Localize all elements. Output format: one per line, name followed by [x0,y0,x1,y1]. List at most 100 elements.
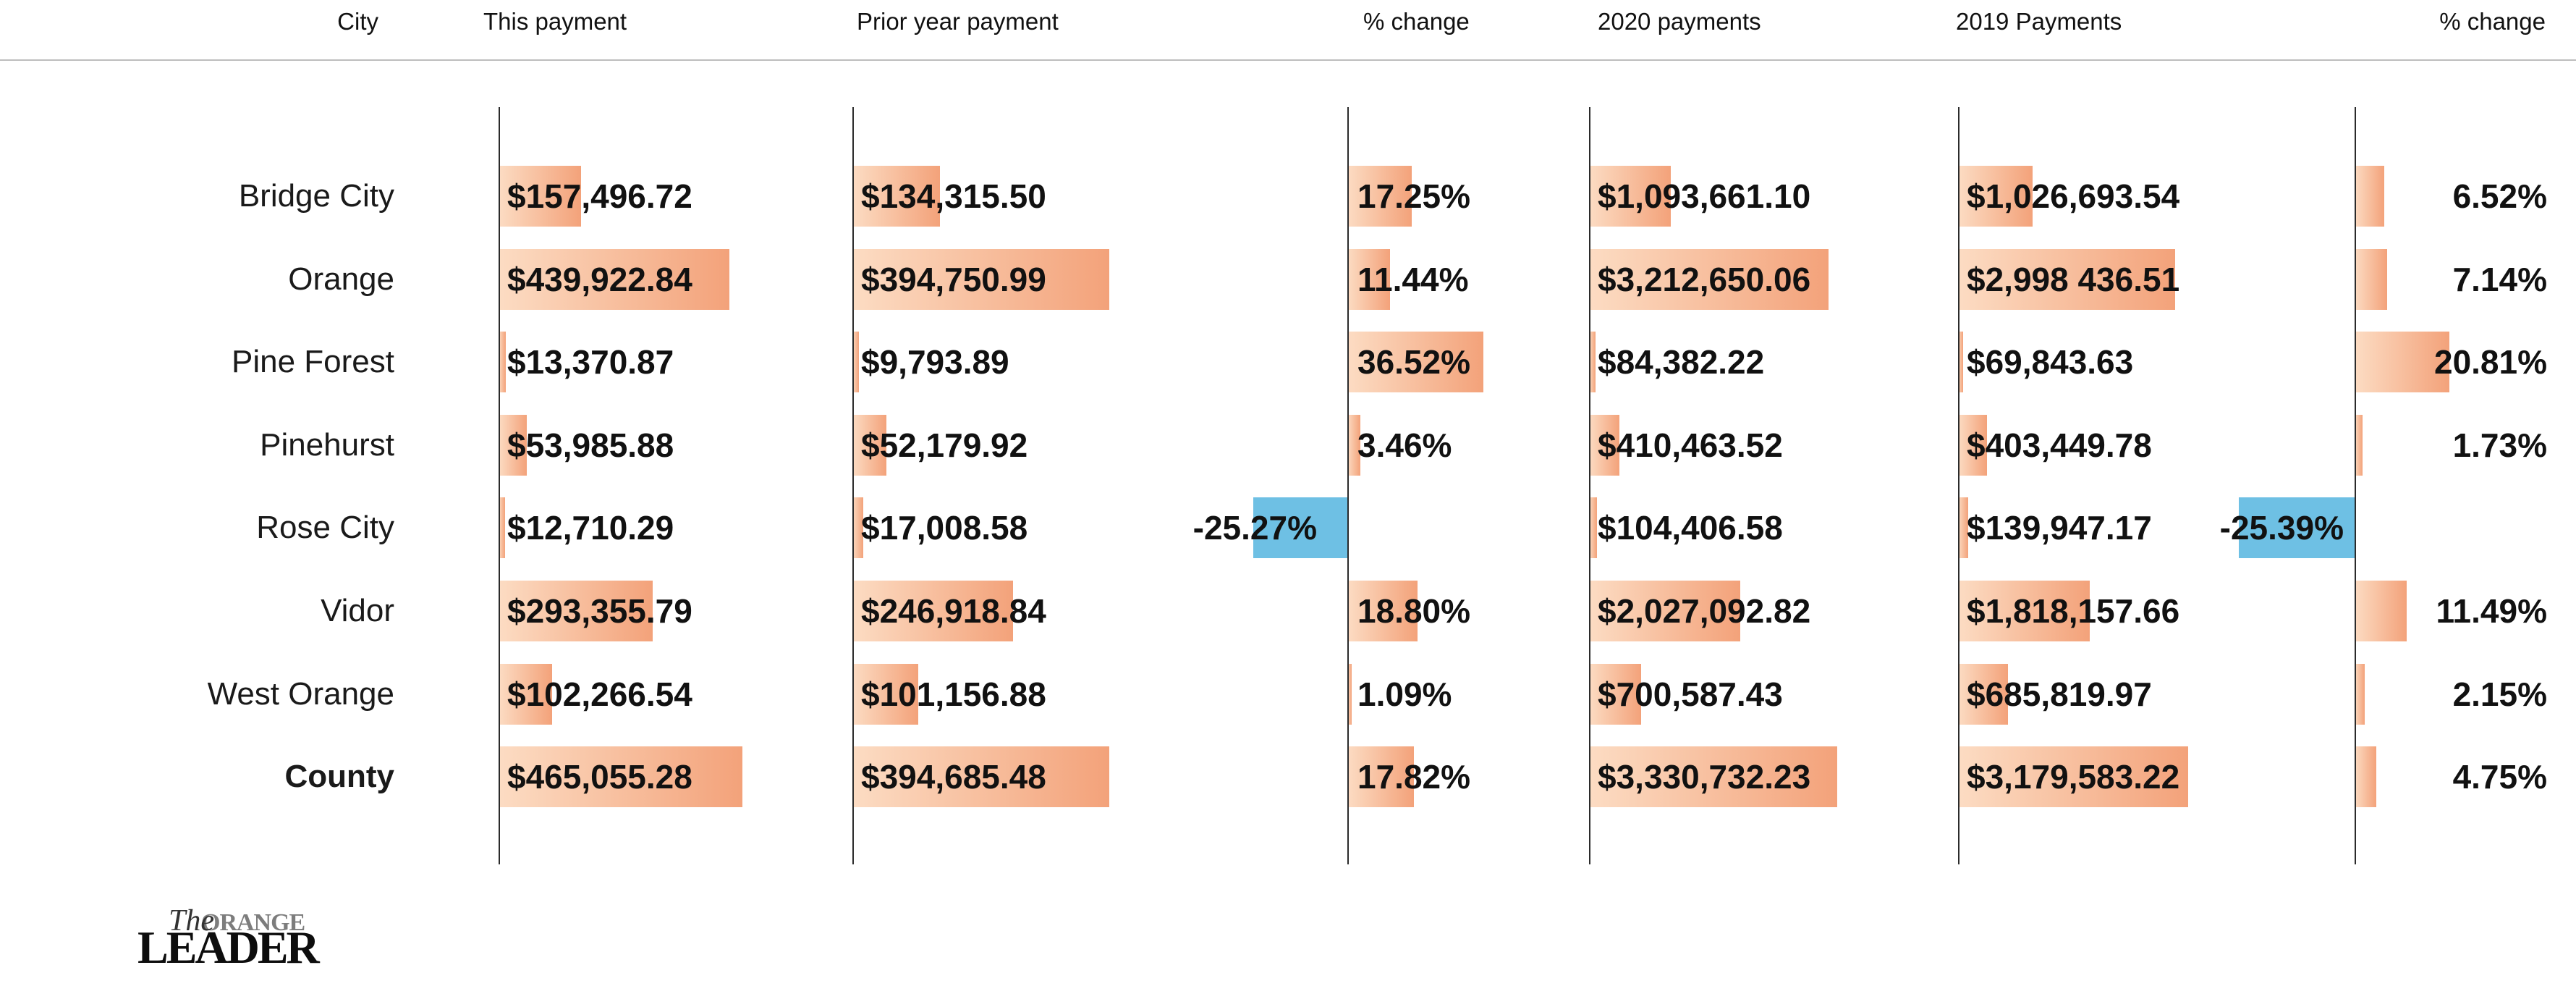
bar-this_payment [499,581,653,641]
row-label-city: West Orange [207,675,394,712]
value-pct_change_2019: 7.14% [2452,260,2547,298]
value-payments_2020: $84,382.22 [1598,343,1765,382]
value-payments_2020: $3,330,732.23 [1598,758,1811,796]
bar-payments_2020 [1589,166,1671,227]
value-pct_change_prior: 17.82% [1357,758,1471,796]
bar-payments_2019 [1958,332,1963,393]
bar-payments_2019 [1958,663,2008,725]
value-payments_2020: $700,587.43 [1598,675,1783,713]
value-prior_payment: $17,008.58 [861,509,1028,547]
bar-payments_2019 [1958,497,1968,559]
value-payments_2020: $410,463.52 [1598,426,1783,464]
value-prior_payment: $101,156.88 [861,675,1046,713]
bar-pct_change_prior [1347,332,1484,393]
axis-prior-year-payment [852,107,854,864]
bar-payments_2020 [1589,248,1829,310]
column-header-pct-change-1: % change [1363,8,1470,35]
value-pct_change_2019: 4.75% [2452,758,2547,796]
bar-payments_2019 [1958,166,2033,227]
bar-this_payment [499,497,506,559]
bar-payments_2020 [1589,497,1597,559]
value-payments_2020: $3,212,650.06 [1598,260,1811,298]
value-prior_payment: $246,918.84 [861,592,1046,630]
bar-prior_payment [852,332,859,393]
bar-pct_change_2019 [2355,166,2385,227]
value-prior_payment: $134,315.50 [861,177,1046,215]
column-header-pct-change-2: % change [2439,8,2546,35]
value-pct_change_2019: 1.73% [2452,426,2547,464]
value-pct_change_prior: 18.80% [1357,592,1471,630]
value-payments_2020: $104,406.58 [1598,509,1783,547]
value-pct_change_prior: 11.44% [1357,260,1469,298]
column-header-2020-payments: 2020 payments [1598,8,1761,35]
bar-pct_change_2019-negative [2239,497,2355,559]
value-this_payment: $12,710.29 [507,509,674,547]
bar-pct_change_prior [1347,581,1418,641]
value-this_payment: $53,985.88 [507,426,674,464]
bar-pct_change_2019 [2355,248,2387,310]
value-this_payment: $102,266.54 [507,675,692,713]
bar-prior_payment [852,166,940,227]
axis-pct-change-2 [2355,107,2356,864]
header-divider [0,59,2576,61]
value-payments_2019: $403,449.78 [1967,426,2152,464]
logo-leader-text: LEADER [137,922,320,973]
value-payments_2019: $685,819.97 [1967,675,2152,713]
value-pct_change_2019: 6.52% [2452,177,2547,215]
value-pct_change_2019: 2.15% [2452,675,2547,713]
row-label-city: Pinehurst [260,426,394,463]
bar-pct_change_2019 [2355,746,2376,808]
axis-2019-payments [1958,107,1959,864]
bar-prior_payment [852,663,919,725]
bar-pct_change_prior [1347,248,1390,310]
value-prior_payment: $52,179.92 [861,426,1028,464]
bar-prior_payment [852,497,864,559]
bar-pct_change_prior [1347,663,1352,725]
row-label-city: Vidor [321,593,394,628]
bar-payments_2020 [1589,746,1838,808]
value-this_payment: $439,922.84 [507,260,692,298]
value-payments_2020: $1,093,661.10 [1598,177,1811,215]
bar-this_payment [499,663,553,725]
value-prior_payment: $394,750.99 [861,260,1046,298]
value-payments_2019: $139,947.17 [1967,509,2152,547]
bar-this_payment [499,332,506,393]
axis-pct-change-1 [1347,107,1349,864]
value-prior_payment: $394,685.48 [861,758,1046,796]
row-label-city: Rose City [256,510,394,546]
value-pct_change_prior: 36.52% [1357,343,1471,382]
value-payments_2019: $1,026,693.54 [1967,177,2180,215]
column-header-this-payment: This payment [483,8,627,35]
bar-prior_payment [852,746,1110,808]
bar-payments_2019 [1958,414,1988,476]
bar-pct_change_prior [1347,414,1360,476]
bar-prior_payment [852,581,1014,641]
bar-prior_payment [852,248,1110,310]
value-this_payment: $293,355.79 [507,592,692,630]
logo-the-text: The [169,904,214,938]
bar-payments_2019 [1958,581,2090,641]
value-pct_change_prior: -25.27% [1192,509,1317,547]
bar-payments_2019 [1958,248,2175,310]
value-this_payment: $465,055.28 [507,758,692,796]
value-payments_2019: $69,843.63 [1967,343,2134,382]
bar-payments_2020 [1589,414,1620,476]
column-header-city: City [337,8,378,35]
value-payments_2019: $1,818,157.66 [1967,592,2180,630]
row-label-city: Orange [288,261,394,297]
bar-payments_2020 [1589,663,1642,725]
value-payments_2019: $2,998 436.51 [1967,260,2180,298]
value-pct_change_prior: 3.46% [1357,426,1452,464]
bar-this_payment [499,166,582,227]
bar-this_payment [499,414,528,476]
bar-pct_change_prior [1347,746,1414,808]
value-payments_2020: $2,027,092.82 [1598,592,1811,630]
value-pct_change_prior: 17.25% [1357,177,1471,215]
bar-pct_change_2019 [2355,414,2363,476]
bar-pct_change_2019 [2355,663,2365,725]
bar-payments_2020 [1589,581,1740,641]
axis-this-payment [499,107,500,864]
value-pct_change_2019: -25.39% [2219,509,2344,547]
logo-orange-text: ORANGE [201,909,305,936]
bar-payments_2019 [1958,746,2188,808]
